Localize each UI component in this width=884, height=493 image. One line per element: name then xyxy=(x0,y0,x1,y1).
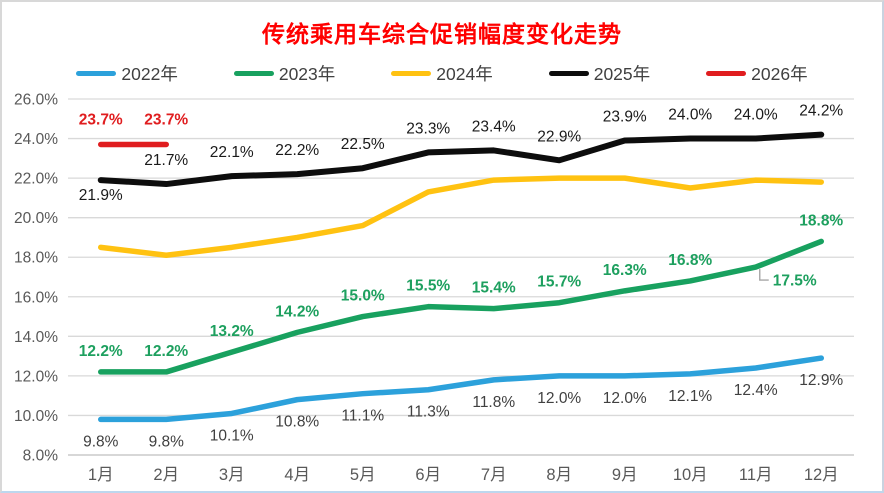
data-label: 23.9% xyxy=(603,109,647,126)
data-labels-2022: 9.8% 9.8% 10.1% 10.8% 11.1% 11.3% 11.8% 12.0% 12… xyxy=(83,372,843,450)
data-label: 11.3% xyxy=(407,404,450,421)
x-tick-label: 6月 xyxy=(415,466,441,484)
legend-item-2025[interactable]: 2025年 xyxy=(548,61,651,86)
x-tick-label: 2月 xyxy=(153,466,179,484)
data-label: 12.0% xyxy=(537,390,581,407)
series-line-2024 xyxy=(98,175,824,258)
x-tick-label: 4月 xyxy=(284,466,310,484)
data-label: 21.7% xyxy=(144,152,188,169)
data-label: 15.5% xyxy=(406,278,450,295)
data-label: 9.8% xyxy=(83,433,119,450)
x-tick-label: 8月 xyxy=(546,466,572,484)
data-label: 12.2% xyxy=(79,343,123,360)
legend-label-2022: 2022年 xyxy=(121,64,178,84)
data-label: 15.0% xyxy=(341,288,385,305)
x-axis-tick-labels: 1月 2月 3月 4月 5月 6月 7月 8月 9月 10月 11月 12月 xyxy=(88,466,839,484)
legend: 2022年 2023年 2024年 2025年 2026年 xyxy=(2,61,882,86)
data-labels-2023: 12.2% 12.2% 13.2% 14.2% 15.0% 15.5% 15.4% 15.7%… xyxy=(79,212,844,360)
legend-swatch-2022 xyxy=(76,71,117,76)
data-label: 11.1% xyxy=(341,408,384,425)
gridlines xyxy=(68,98,854,456)
x-tick-label: 5月 xyxy=(350,466,376,484)
data-label: 12.4% xyxy=(734,382,778,399)
series-line-2025 xyxy=(97,131,825,188)
data-label: 9.8% xyxy=(149,433,185,450)
data-label: 12.2% xyxy=(144,343,188,360)
y-tick-label: 12.0% xyxy=(14,368,58,385)
data-label: 23.3% xyxy=(406,120,450,137)
y-tick-label: 22.0% xyxy=(14,171,58,188)
data-label: 22.2% xyxy=(275,142,319,159)
data-label: 10.8% xyxy=(275,414,319,431)
legend-item-2023[interactable]: 2023年 xyxy=(233,61,336,86)
x-tick-label: 12月 xyxy=(804,466,839,484)
data-label: 14.2% xyxy=(275,303,319,320)
legend-item-2024[interactable]: 2024年 xyxy=(391,61,493,86)
x-tick-label: 11月 xyxy=(739,466,773,484)
series-line-2023 xyxy=(98,238,824,375)
data-label: 23.4% xyxy=(472,118,516,135)
y-tick-label: 24.0% xyxy=(14,131,58,148)
x-tick-label: 3月 xyxy=(219,466,245,484)
data-label: 21.9% xyxy=(79,187,123,204)
legend-swatch-2026 xyxy=(706,71,747,76)
data-label: 12.0% xyxy=(603,390,647,407)
y-tick-label: 20.0% xyxy=(14,210,58,227)
y-tick-label: 10.0% xyxy=(14,408,58,425)
data-label: 13.2% xyxy=(210,323,254,340)
data-label: 23.7% xyxy=(79,111,123,128)
data-labels-2026: 23.7% 23.7% xyxy=(79,111,189,128)
data-label: 11.8% xyxy=(472,394,515,411)
y-tick-label: 18.0% xyxy=(14,250,58,267)
legend-item-2022[interactable]: 2022年 xyxy=(76,61,178,86)
data-label: 24.2% xyxy=(799,103,843,120)
legend-swatch-2025 xyxy=(548,71,589,76)
data-label: 22.5% xyxy=(341,136,385,153)
chart-title: 传统乘用车综合促销幅度变化走势 xyxy=(262,21,622,47)
legend-label-2025: 2025年 xyxy=(593,64,651,84)
series-line-2022 xyxy=(98,355,824,423)
label-callout-line xyxy=(759,269,769,281)
legend-item-2026[interactable]: 2026年 xyxy=(706,61,808,86)
data-label: 10.1% xyxy=(210,427,254,444)
x-tick-label: 9月 xyxy=(612,466,638,484)
data-label: 12.9% xyxy=(799,372,843,389)
data-label: 18.8% xyxy=(799,212,843,229)
data-label: 22.9% xyxy=(537,128,581,145)
data-label: 24.0% xyxy=(668,107,712,124)
data-labels-2025: 21.9% 21.7% 22.1% 22.2% 22.5% 23.3% 23.4% 22.9%… xyxy=(79,103,844,204)
legend-label-2024: 2024年 xyxy=(436,64,493,84)
y-tick-label: 14.0% xyxy=(14,329,58,346)
y-tick-label: 26.0% xyxy=(14,92,58,109)
data-label: 15.7% xyxy=(537,274,581,291)
data-label: 12.1% xyxy=(668,388,712,405)
y-axis-tick-labels: 26.0% 24.0% 22.0% 20.0% 18.0% 16.0% 14.0% 12.0%… xyxy=(14,92,58,465)
legend-swatch-2023 xyxy=(233,71,274,76)
x-tick-label: 7月 xyxy=(481,466,507,484)
legend-label-2026: 2026年 xyxy=(751,64,808,84)
legend-label-2023: 2023年 xyxy=(278,64,336,84)
data-label: 16.3% xyxy=(603,262,647,279)
data-label: 23.7% xyxy=(144,111,188,128)
y-tick-label: 16.0% xyxy=(14,289,58,306)
x-tick-label: 1月 xyxy=(88,466,114,484)
data-label: 16.8% xyxy=(668,252,712,269)
data-label: 15.4% xyxy=(472,280,516,297)
legend-swatch-2024 xyxy=(391,71,432,76)
data-label: 24.0% xyxy=(734,107,778,124)
x-tick-label: 10月 xyxy=(673,466,708,484)
data-label: 17.5% xyxy=(773,273,817,290)
data-label: 22.1% xyxy=(210,144,254,161)
y-tick-label: 8.0% xyxy=(23,448,59,465)
